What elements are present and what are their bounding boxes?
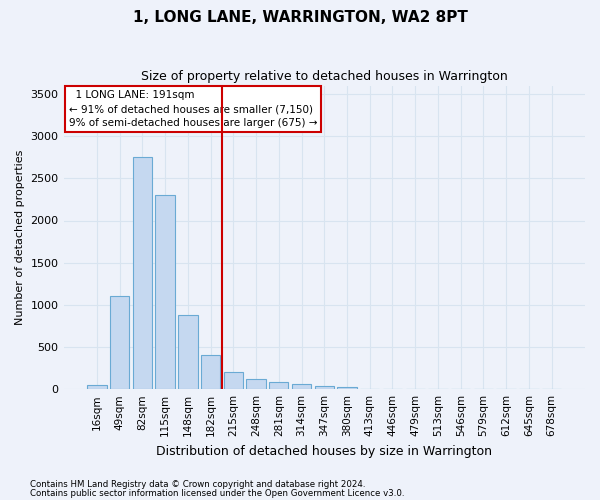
Bar <box>133 157 152 389</box>
Title: Size of property relative to detached houses in Warrington: Size of property relative to detached ho… <box>141 70 508 83</box>
Bar <box>201 356 220 389</box>
Bar <box>87 385 107 389</box>
Bar <box>110 296 130 389</box>
Bar <box>314 386 334 389</box>
Y-axis label: Number of detached properties: Number of detached properties <box>15 150 25 325</box>
Text: 1 LONG LANE: 191sqm
← 91% of detached houses are smaller (7,150)
9% of semi-deta: 1 LONG LANE: 191sqm ← 91% of detached ho… <box>69 90 317 128</box>
Bar <box>247 378 266 389</box>
Bar <box>292 384 311 389</box>
Bar <box>178 316 197 389</box>
Text: Contains public sector information licensed under the Open Government Licence v3: Contains public sector information licen… <box>30 489 404 498</box>
Bar <box>155 195 175 389</box>
Bar <box>224 372 243 389</box>
Bar <box>337 388 356 389</box>
Text: 1, LONG LANE, WARRINGTON, WA2 8PT: 1, LONG LANE, WARRINGTON, WA2 8PT <box>133 10 467 25</box>
X-axis label: Distribution of detached houses by size in Warrington: Distribution of detached houses by size … <box>156 444 492 458</box>
Text: Contains HM Land Registry data © Crown copyright and database right 2024.: Contains HM Land Registry data © Crown c… <box>30 480 365 489</box>
Bar <box>269 382 289 389</box>
Bar <box>360 388 379 389</box>
